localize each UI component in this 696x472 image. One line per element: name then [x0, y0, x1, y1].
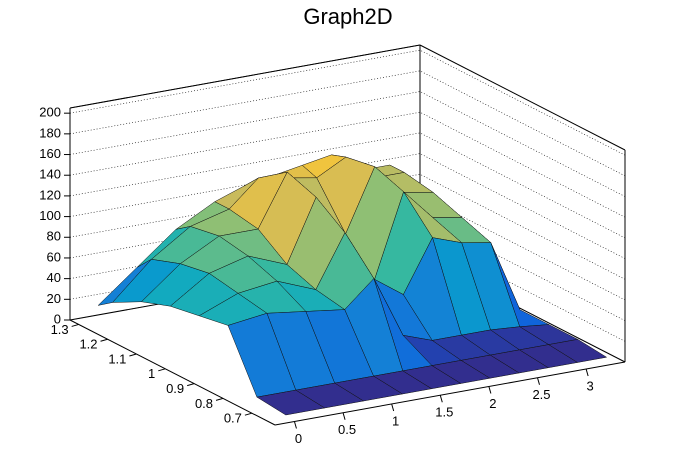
x-tick [488, 386, 492, 394]
y-tick-label: 0.8 [195, 396, 213, 411]
z-tick-label: 60 [47, 249, 61, 264]
x-tick-label: 2.5 [532, 387, 550, 402]
z-tick-label: 20 [47, 291, 61, 306]
y-tick [215, 397, 224, 401]
x-tick-label: 3 [586, 378, 593, 393]
z-tick-label: 160 [39, 146, 61, 161]
y-tick-label: 1.3 [51, 322, 69, 337]
y-tick-label: 0.7 [224, 411, 242, 426]
x-tick [293, 421, 297, 429]
x-tick [439, 395, 443, 403]
box-edge [274, 361, 626, 426]
y-tick-label: 1.1 [108, 351, 126, 366]
y-tick [100, 338, 108, 342]
y-tick [158, 368, 166, 372]
z-tick-label: 40 [47, 270, 61, 285]
x-tick-label: 1.5 [435, 405, 453, 420]
z-tick-label: 140 [39, 167, 61, 182]
y-tick-label: 0.9 [166, 381, 184, 396]
z-tick-label: 0 [54, 311, 61, 326]
box-edge [69, 319, 276, 426]
z-tick-label: 80 [47, 229, 61, 244]
z-tick-label: 180 [39, 125, 61, 140]
x-tick [537, 377, 540, 385]
y-tick [244, 412, 253, 416]
x-tick-label: 2 [489, 396, 496, 411]
x-tick [585, 368, 589, 377]
y-tick [71, 323, 79, 327]
z-tick-label: 100 [39, 208, 61, 223]
x-tick [342, 412, 346, 420]
x-tick-label: 1 [392, 413, 399, 428]
x-tick-label: 0 [295, 431, 302, 446]
y-tick-label: 1.2 [79, 337, 97, 352]
x-tick [391, 403, 395, 412]
x-tick-label: 0.5 [338, 422, 356, 437]
surface-cell [256, 389, 326, 416]
box-edge [69, 44, 421, 109]
z-tick-label: 200 [39, 105, 61, 120]
y-tick-label: 1 [148, 366, 155, 381]
y-tick [129, 353, 137, 357]
chart-title: Graph2D [303, 4, 392, 29]
z-tick-label: 120 [39, 187, 61, 202]
box-edge [419, 44, 626, 151]
y-tick [187, 383, 195, 387]
